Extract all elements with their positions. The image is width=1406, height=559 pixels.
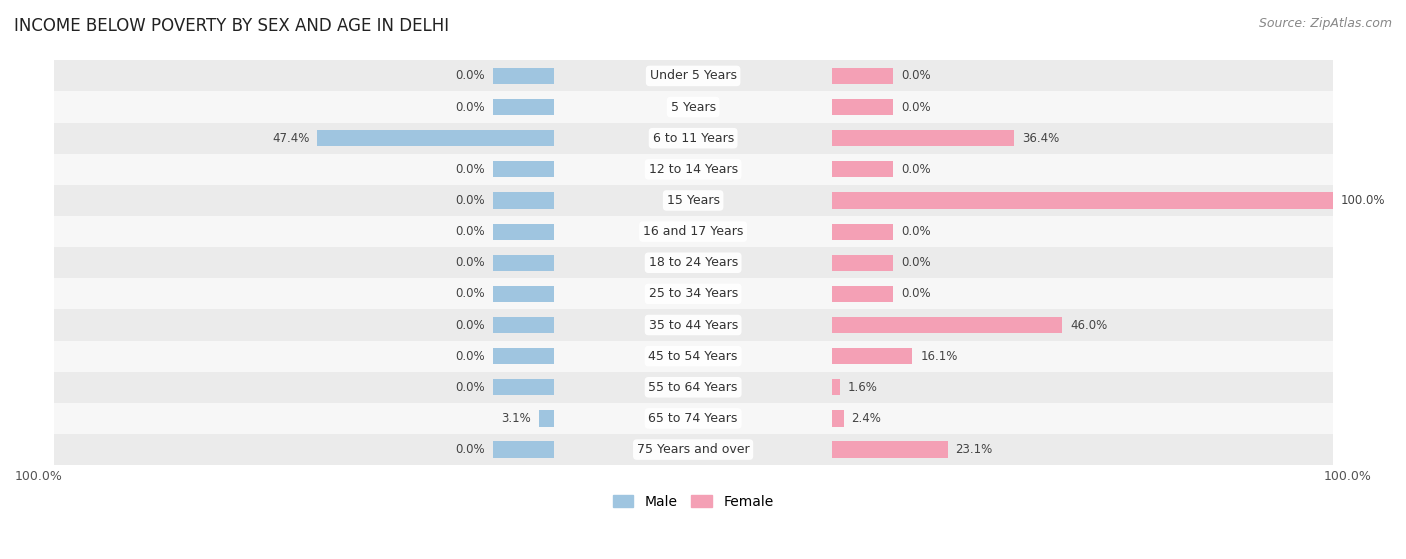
Bar — [832, 379, 839, 395]
Bar — [832, 224, 893, 240]
Bar — [492, 68, 554, 84]
Text: Under 5 Years: Under 5 Years — [650, 69, 737, 82]
Text: 1.6%: 1.6% — [848, 381, 877, 394]
Bar — [316, 130, 554, 146]
Bar — [492, 192, 554, 209]
Text: 65 to 74 Years: 65 to 74 Years — [648, 412, 738, 425]
Text: 0.0%: 0.0% — [456, 349, 485, 363]
Text: 0.0%: 0.0% — [456, 194, 485, 207]
Text: 18 to 24 Years: 18 to 24 Years — [648, 256, 738, 269]
Bar — [832, 99, 893, 115]
Bar — [53, 154, 1333, 185]
Bar — [832, 130, 1014, 146]
Text: 5 Years: 5 Years — [671, 101, 716, 113]
Bar — [832, 286, 893, 302]
Text: 35 to 44 Years: 35 to 44 Years — [648, 319, 738, 331]
Bar — [832, 410, 844, 427]
Text: 0.0%: 0.0% — [901, 225, 931, 238]
Text: 6 to 11 Years: 6 to 11 Years — [652, 132, 734, 145]
Text: 0.0%: 0.0% — [456, 381, 485, 394]
Bar — [492, 161, 554, 177]
Bar — [53, 278, 1333, 310]
Bar — [492, 99, 554, 115]
Text: 100.0%: 100.0% — [1340, 194, 1385, 207]
Text: 0.0%: 0.0% — [901, 256, 931, 269]
Bar — [492, 348, 554, 364]
Text: 0.0%: 0.0% — [901, 163, 931, 176]
Text: 0.0%: 0.0% — [456, 163, 485, 176]
Text: 0.0%: 0.0% — [456, 225, 485, 238]
Text: 0.0%: 0.0% — [456, 319, 485, 331]
Bar — [53, 216, 1333, 247]
Text: 0.0%: 0.0% — [456, 443, 485, 456]
Bar — [53, 372, 1333, 403]
Text: 0.0%: 0.0% — [901, 101, 931, 113]
Text: 0.0%: 0.0% — [456, 69, 485, 82]
Bar — [538, 410, 554, 427]
Text: 16.1%: 16.1% — [920, 349, 957, 363]
Text: 16 and 17 Years: 16 and 17 Years — [643, 225, 744, 238]
Bar — [53, 434, 1333, 465]
Text: 0.0%: 0.0% — [901, 287, 931, 300]
Text: 2.4%: 2.4% — [852, 412, 882, 425]
Bar — [492, 442, 554, 458]
Text: 47.4%: 47.4% — [271, 132, 309, 145]
Bar — [53, 185, 1333, 216]
Text: INCOME BELOW POVERTY BY SEX AND AGE IN DELHI: INCOME BELOW POVERTY BY SEX AND AGE IN D… — [14, 17, 449, 35]
Text: 45 to 54 Years: 45 to 54 Years — [648, 349, 738, 363]
Text: 75 Years and over: 75 Years and over — [637, 443, 749, 456]
Bar — [53, 310, 1333, 340]
Text: 100.0%: 100.0% — [1323, 470, 1371, 483]
Text: 12 to 14 Years: 12 to 14 Years — [648, 163, 738, 176]
Bar — [492, 317, 554, 333]
Bar — [832, 68, 893, 84]
Bar — [832, 255, 893, 271]
Bar — [53, 122, 1333, 154]
Bar — [492, 379, 554, 395]
Text: 23.1%: 23.1% — [955, 443, 993, 456]
Bar — [832, 348, 912, 364]
Text: 55 to 64 Years: 55 to 64 Years — [648, 381, 738, 394]
Text: 0.0%: 0.0% — [456, 101, 485, 113]
Text: 0.0%: 0.0% — [456, 287, 485, 300]
Bar — [53, 403, 1333, 434]
Text: 36.4%: 36.4% — [1022, 132, 1059, 145]
Bar — [492, 255, 554, 271]
Text: 46.0%: 46.0% — [1070, 319, 1107, 331]
Text: 0.0%: 0.0% — [456, 256, 485, 269]
Bar — [832, 442, 948, 458]
Legend: Male, Female: Male, Female — [607, 489, 779, 514]
Bar — [53, 340, 1333, 372]
Bar — [53, 247, 1333, 278]
Text: Source: ZipAtlas.com: Source: ZipAtlas.com — [1258, 17, 1392, 30]
Bar — [492, 224, 554, 240]
Bar — [832, 317, 1063, 333]
Text: 25 to 34 Years: 25 to 34 Years — [648, 287, 738, 300]
Bar — [492, 286, 554, 302]
Bar — [832, 161, 893, 177]
Text: 15 Years: 15 Years — [666, 194, 720, 207]
Text: 3.1%: 3.1% — [502, 412, 531, 425]
Text: 0.0%: 0.0% — [901, 69, 931, 82]
Text: 100.0%: 100.0% — [15, 470, 63, 483]
Bar — [53, 60, 1333, 92]
Bar — [53, 92, 1333, 122]
Bar — [832, 192, 1333, 209]
